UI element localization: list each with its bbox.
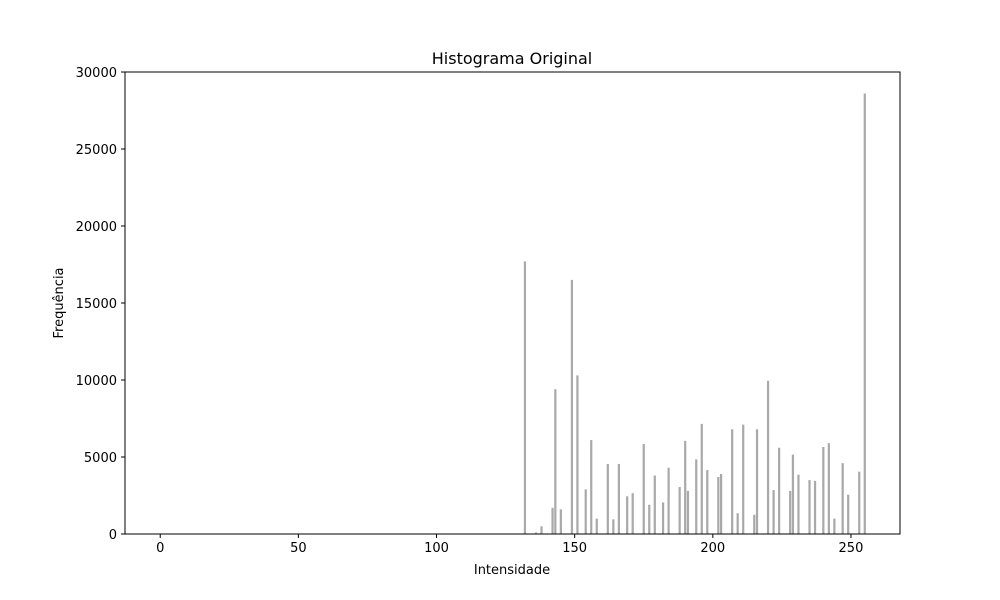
histogram-bar	[808, 480, 811, 534]
histogram-bar	[700, 423, 703, 534]
y-tick-label: 30000	[76, 66, 117, 81]
histogram-bar	[766, 380, 770, 534]
x-tick-label: 200	[700, 541, 725, 556]
histogram-bar	[753, 514, 756, 534]
histogram-bar	[778, 447, 781, 534]
y-axis-label: Frequência	[52, 267, 67, 338]
histogram-bar	[847, 494, 850, 534]
histogram-bar	[678, 487, 681, 534]
histogram-bar	[617, 463, 620, 534]
histogram-bar	[584, 489, 587, 534]
histogram-bar	[570, 279, 574, 534]
histogram-bar	[661, 502, 665, 534]
histogram-bar	[554, 389, 557, 534]
y-tick-label: 20000	[76, 220, 117, 235]
histogram-bar	[626, 496, 629, 534]
histogram-bar	[576, 375, 579, 534]
histogram-bar	[797, 474, 800, 534]
histogram-bar	[736, 513, 739, 534]
x-tick-label: 100	[424, 541, 449, 556]
histogram-bar	[648, 504, 651, 534]
histogram-bar	[731, 429, 734, 534]
x-tick-label: 150	[562, 541, 587, 556]
histogram-bar	[717, 477, 720, 534]
histogram-bar	[772, 490, 775, 534]
histogram-bar	[540, 526, 543, 534]
x-tick-label: 250	[839, 541, 864, 556]
y-tick-label: 5000	[84, 451, 117, 466]
histogram-bar	[813, 480, 817, 534]
histogram-bar	[755, 429, 759, 534]
histogram-bar	[686, 490, 690, 534]
histogram-bar	[590, 440, 593, 534]
x-tick-label: 0	[156, 541, 164, 556]
histogram-bar	[684, 440, 687, 534]
histogram-bar	[719, 473, 723, 534]
x-tick-label: 50	[290, 541, 307, 556]
histogram-bar	[667, 467, 670, 534]
y-tick-label: 10000	[76, 374, 117, 389]
histogram-bar	[612, 519, 615, 534]
histogram-bar	[642, 443, 645, 534]
histogram-bar	[822, 446, 825, 534]
histogram-bar	[695, 459, 698, 534]
histogram-bar	[858, 471, 861, 534]
histogram-bar	[534, 532, 538, 534]
histogram-bar	[827, 443, 830, 534]
histogram-bar	[631, 493, 634, 534]
y-tick-label: 25000	[76, 143, 117, 158]
y-axis-ticks: 0 5000 10000 15000 20000 25000 30000	[76, 66, 125, 543]
x-axis-label: Intensidade	[474, 563, 550, 578]
x-axis-ticks: 0 50 100 150 200 250	[156, 534, 863, 556]
histogram-bar	[595, 518, 598, 534]
histogram-bar	[791, 454, 795, 534]
bars-group	[523, 93, 866, 534]
histogram-bar	[742, 424, 745, 534]
histogram-bar	[789, 490, 792, 534]
plot-frame	[124, 71, 901, 535]
histogram-bar	[833, 518, 836, 534]
histogram-bar	[523, 261, 527, 534]
y-tick-label: 0	[109, 528, 117, 543]
y-tick-label: 15000	[76, 297, 117, 312]
histogram-bar	[653, 475, 656, 534]
histogram-bar	[841, 463, 844, 534]
histogram-bar	[559, 509, 562, 534]
histogram-bar	[706, 470, 709, 534]
chart-title: Histograma Original	[432, 49, 593, 68]
histogram-bar	[606, 463, 609, 534]
histogram-bar	[551, 507, 554, 534]
histogram-bar	[863, 93, 866, 534]
